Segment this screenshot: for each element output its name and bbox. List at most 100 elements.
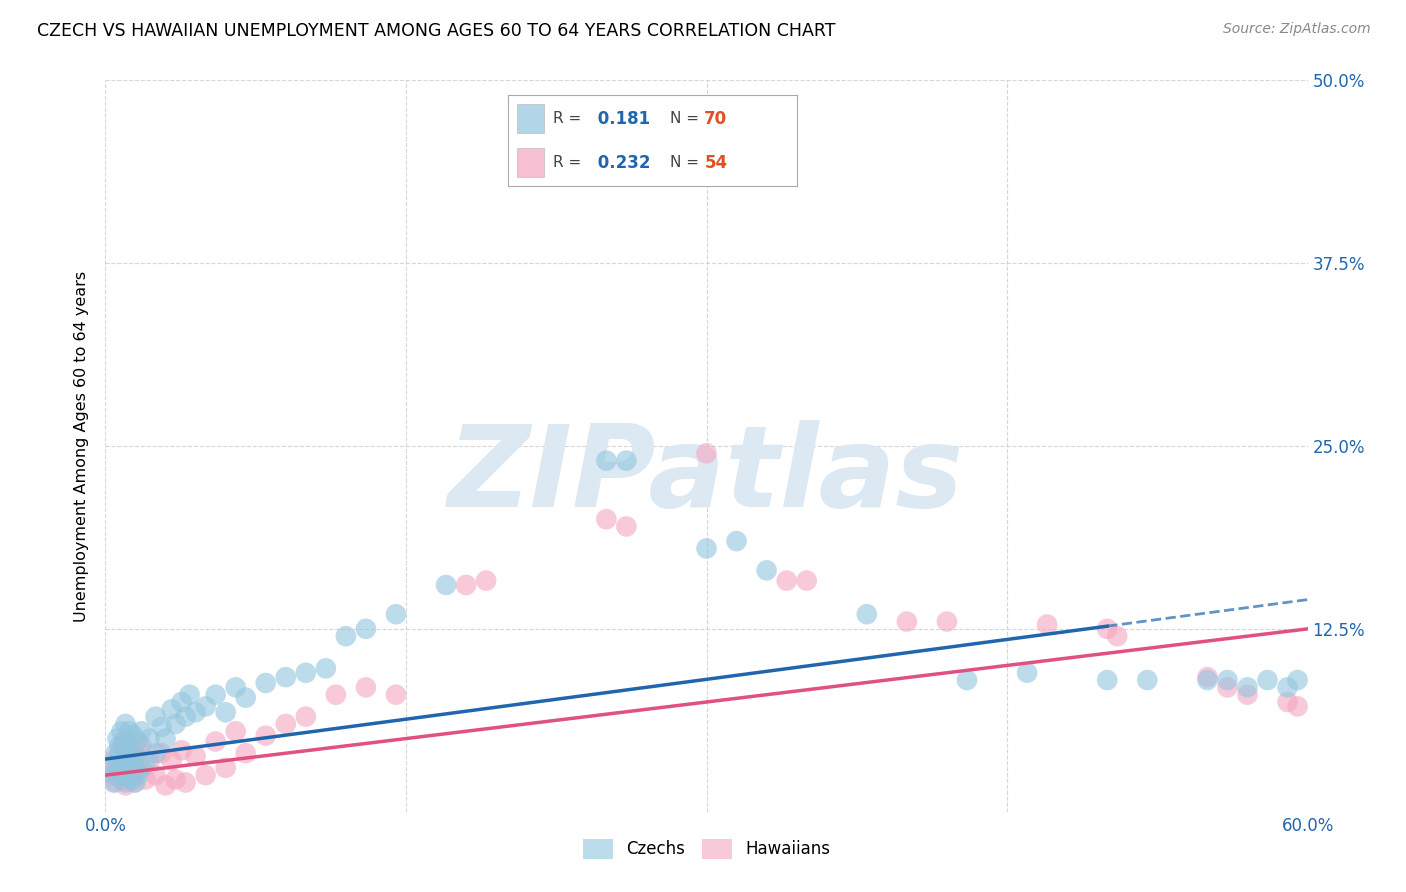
Point xyxy=(174,775,197,789)
Point xyxy=(1136,673,1159,687)
Point xyxy=(145,768,167,782)
Point xyxy=(1236,681,1258,695)
Point xyxy=(103,775,125,789)
Text: CZECH VS HAWAIIAN UNEMPLOYMENT AMONG AGES 60 TO 64 YEARS CORRELATION CHART: CZECH VS HAWAIIAN UNEMPLOYMENT AMONG AGE… xyxy=(37,22,835,40)
Point xyxy=(295,709,318,723)
Point xyxy=(124,775,146,789)
Point xyxy=(274,717,297,731)
Point xyxy=(103,754,125,768)
Point xyxy=(354,681,377,695)
Point xyxy=(170,695,193,709)
Point xyxy=(385,688,408,702)
Point xyxy=(1216,681,1239,695)
Point xyxy=(170,743,193,757)
Point xyxy=(194,768,217,782)
Point xyxy=(135,754,157,768)
Point xyxy=(165,717,187,731)
Point xyxy=(122,729,145,743)
Point xyxy=(595,453,617,467)
Point xyxy=(100,761,122,775)
Point xyxy=(150,720,173,734)
Point xyxy=(114,778,136,792)
Point xyxy=(354,622,377,636)
Point xyxy=(122,764,145,778)
Point xyxy=(112,739,135,753)
Text: Source: ZipAtlas.com: Source: ZipAtlas.com xyxy=(1223,22,1371,37)
Point xyxy=(434,578,457,592)
Point xyxy=(956,673,979,687)
Point xyxy=(1277,695,1299,709)
Point xyxy=(204,734,226,748)
Point xyxy=(100,768,122,782)
Point xyxy=(160,702,183,716)
Point xyxy=(184,749,207,764)
Point xyxy=(235,746,257,760)
Point xyxy=(896,615,918,629)
Point xyxy=(110,724,132,739)
Point xyxy=(114,717,136,731)
Point xyxy=(936,615,959,629)
Point xyxy=(131,739,153,753)
Point xyxy=(1097,622,1119,636)
Point xyxy=(174,709,197,723)
Point xyxy=(254,729,277,743)
Point xyxy=(696,446,718,460)
Point xyxy=(121,743,143,757)
Point xyxy=(725,534,748,549)
Point xyxy=(110,772,132,787)
Point xyxy=(1286,673,1309,687)
Point xyxy=(454,578,477,592)
Point xyxy=(114,754,136,768)
Point xyxy=(114,754,136,768)
Point xyxy=(214,761,236,775)
Point xyxy=(325,688,347,702)
Point xyxy=(855,607,877,622)
Point xyxy=(107,754,129,768)
Point xyxy=(155,778,177,792)
Point xyxy=(595,512,617,526)
Point xyxy=(104,775,127,789)
Point xyxy=(131,761,153,775)
Point xyxy=(124,743,146,757)
Point xyxy=(315,661,337,675)
Y-axis label: Unemployment Among Ages 60 to 64 years: Unemployment Among Ages 60 to 64 years xyxy=(75,270,90,622)
Point xyxy=(145,709,167,723)
Point xyxy=(179,688,201,702)
Point xyxy=(118,724,141,739)
Point xyxy=(122,775,145,789)
Point xyxy=(616,519,638,533)
Point xyxy=(776,574,799,588)
Point xyxy=(112,734,135,748)
Point xyxy=(121,749,143,764)
Point xyxy=(1257,673,1279,687)
Point xyxy=(1236,688,1258,702)
Point xyxy=(1036,617,1059,632)
Point xyxy=(110,761,132,775)
Point xyxy=(1286,699,1309,714)
Point xyxy=(335,629,357,643)
Point xyxy=(114,775,136,789)
Point xyxy=(108,739,131,753)
Point xyxy=(107,761,129,775)
Point xyxy=(254,676,277,690)
Point xyxy=(225,681,247,695)
Legend: Czechs, Hawaiians: Czechs, Hawaiians xyxy=(576,832,837,865)
Point xyxy=(1277,681,1299,695)
Point xyxy=(138,754,160,768)
Point xyxy=(295,665,318,680)
Point xyxy=(214,705,236,719)
Point xyxy=(108,746,131,760)
Point xyxy=(1197,670,1219,684)
Point xyxy=(225,724,247,739)
Point xyxy=(184,705,207,719)
Point xyxy=(160,754,183,768)
Point xyxy=(131,724,153,739)
Point xyxy=(138,731,160,746)
Point xyxy=(1197,673,1219,687)
Point xyxy=(118,768,141,782)
Point xyxy=(616,453,638,467)
Point xyxy=(118,761,141,775)
Point xyxy=(117,734,139,748)
Point xyxy=(117,746,139,760)
Point xyxy=(127,734,149,748)
